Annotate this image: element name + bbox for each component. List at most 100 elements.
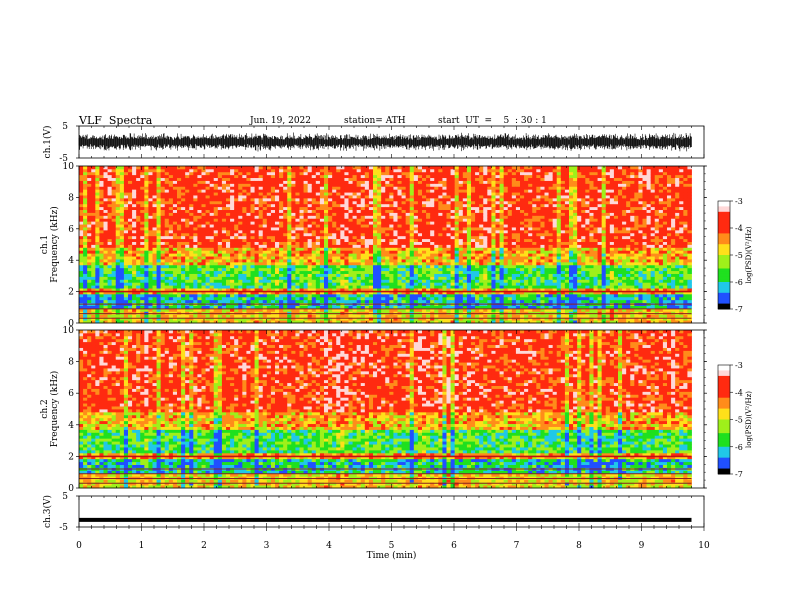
spectrogram-cell <box>234 232 239 237</box>
spectrogram-cell <box>377 279 382 283</box>
spectrogram-cell <box>295 218 300 222</box>
spectrogram-cell <box>160 276 166 280</box>
spectrogram-cell <box>87 241 92 245</box>
spectrogram-cell <box>295 261 300 266</box>
spectrogram-cell <box>299 195 304 199</box>
spectrogram-cell <box>164 273 170 277</box>
spectrogram-cell <box>299 166 304 170</box>
spectrogram-cell <box>332 221 337 225</box>
spectrogram-cell <box>385 180 390 184</box>
spectrogram-cell <box>311 177 317 181</box>
spectrogram-cell <box>332 186 337 190</box>
spectrogram-cell <box>164 261 170 266</box>
spectrogram-cell <box>409 177 415 181</box>
spectrogram-cell <box>422 264 427 269</box>
spectrogram-cell <box>79 270 84 274</box>
spectrogram-cell <box>397 293 402 298</box>
spectrogram-cell <box>307 166 313 170</box>
spectrogram-cell <box>103 291 108 295</box>
spectrogram-cell <box>262 232 268 237</box>
spectrogram-cell <box>299 311 304 315</box>
spectrogram-cell <box>373 285 378 289</box>
spectrogram-cell <box>242 168 247 173</box>
spectrogram-cell <box>405 314 411 318</box>
spectrogram-cell <box>148 238 153 242</box>
spectrogram-cell <box>111 288 117 292</box>
spectrogram-cell <box>299 209 304 213</box>
spectrogram-cell <box>434 168 439 173</box>
spectrogram-cell <box>307 267 313 272</box>
spectrogram-cell <box>438 279 443 283</box>
spectrogram-cell <box>417 293 423 298</box>
spectrogram-cell <box>434 267 439 272</box>
spectrogram-cell <box>185 177 190 181</box>
spectrogram-cell <box>307 186 313 190</box>
spectrogram-cell <box>450 282 456 286</box>
spectrogram-cell <box>430 229 435 234</box>
spectrogram-cell <box>242 197 247 202</box>
spectrogram-cell <box>319 253 325 257</box>
spectrogram-cell <box>115 253 121 257</box>
spectrogram-cell <box>364 244 370 248</box>
spectrogram-cell <box>389 253 394 257</box>
spectrogram-cell <box>111 308 117 312</box>
spectrogram-cell <box>238 166 243 170</box>
spectrogram-cell <box>381 238 386 242</box>
spectrogram-cell <box>279 186 284 190</box>
spectrogram-cell <box>401 244 407 248</box>
spectrogram-cell <box>181 168 186 173</box>
spectrogram-cell <box>172 320 178 324</box>
spectrogram-cell <box>319 279 325 283</box>
spectrogram-cell <box>152 186 157 190</box>
spectrogram-cell <box>336 232 341 237</box>
spectrogram-cell <box>303 296 309 301</box>
spectrogram-cell <box>270 171 276 176</box>
spectrogram-cell <box>226 296 231 301</box>
spectrogram-cell <box>136 244 141 248</box>
spectrogram-cell <box>454 317 460 321</box>
spectrogram-cell <box>83 253 88 257</box>
spectrogram-cell <box>205 250 211 254</box>
spectrogram-cell <box>152 261 157 266</box>
spectrogram-cell <box>275 203 280 208</box>
spectrogram-cell <box>185 215 190 219</box>
spectrogram-cell <box>201 285 206 289</box>
spectrogram-cell <box>140 177 145 181</box>
spectrogram-cell <box>287 177 292 181</box>
spectrogram-cell <box>450 308 456 312</box>
spectrogram-cell <box>364 314 370 318</box>
spectrogram-cell <box>168 311 174 315</box>
spectrogram-cell <box>95 197 100 202</box>
spectrogram-cell <box>262 218 268 222</box>
spectrogram-cell <box>344 189 349 193</box>
spectrogram-cell <box>136 288 141 292</box>
spectrogram-cell <box>205 291 211 295</box>
spectrogram-cell <box>438 293 443 298</box>
spectrogram-cell <box>99 244 104 248</box>
spectrogram-cell <box>270 177 276 181</box>
spectrogram-cell <box>430 320 435 324</box>
spectrogram-cell <box>319 261 325 266</box>
spectrogram-cell <box>279 241 284 245</box>
spectrogram-cell <box>319 183 325 187</box>
spectrogram-cell <box>95 215 100 219</box>
spectrogram-cell <box>352 192 358 196</box>
spectrogram-cell <box>226 285 231 289</box>
spectrogram-cell <box>450 215 456 219</box>
spectrogram-cell <box>205 264 211 269</box>
spectrogram-cell <box>307 291 313 295</box>
spectrogram-cell <box>385 267 390 272</box>
spectrogram-cell <box>205 305 211 309</box>
spectrogram-cell <box>397 186 402 190</box>
spectrogram-cell <box>381 206 386 211</box>
spectrogram-cell <box>324 288 329 292</box>
spectrogram-cell <box>266 317 272 321</box>
spectrogram-cell <box>99 305 104 309</box>
spectrogram-cell <box>185 221 190 225</box>
spectrogram-cell <box>417 235 423 240</box>
spectrogram-cell <box>430 168 435 173</box>
spectrogram-cell <box>144 177 149 181</box>
spectrogram-cell <box>185 235 190 240</box>
spectrogram-cell <box>148 247 153 251</box>
spectrogram-cell <box>83 215 88 219</box>
